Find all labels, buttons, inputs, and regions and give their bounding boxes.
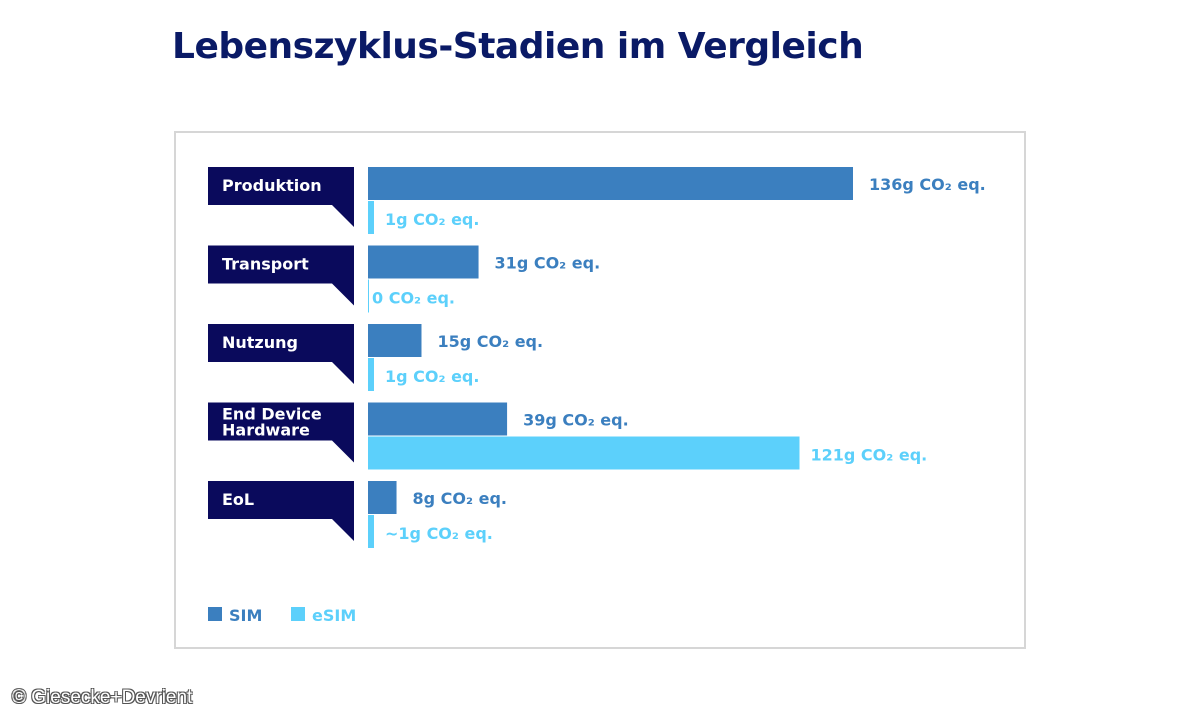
esim-bar bbox=[368, 358, 374, 391]
esim-bar bbox=[368, 279, 369, 313]
sim-value-label: 39g CO₂ eq. bbox=[523, 411, 629, 430]
sim-bar bbox=[368, 245, 479, 279]
sim-value-label: 31g CO₂ eq. bbox=[495, 254, 601, 273]
esim-value-label: ~1g CO₂ eq. bbox=[385, 524, 493, 543]
stage-label-box bbox=[208, 481, 354, 541]
chart-frame: Produktion 136g CO₂ eq. 1g CO₂ eq. Transpor… bbox=[174, 131, 1026, 649]
sim-value-label: 15g CO₂ eq. bbox=[437, 332, 543, 351]
sim-value-label: 8g CO₂ eq. bbox=[413, 489, 507, 508]
legend-swatch bbox=[208, 607, 222, 621]
sim-bar bbox=[368, 481, 397, 514]
esim-value-label: 121g CO₂ eq. bbox=[811, 446, 928, 465]
sim-bar bbox=[368, 402, 508, 436]
sim-bar bbox=[368, 324, 422, 357]
esim-value-label: 1g CO₂ eq. bbox=[385, 210, 479, 229]
esim-bar bbox=[368, 436, 800, 470]
stage-label-box bbox=[208, 245, 354, 306]
stage-label: Transport bbox=[222, 255, 309, 274]
stage-label-box bbox=[208, 324, 354, 384]
stage-label-box bbox=[208, 167, 354, 227]
stage-label: Nutzung bbox=[222, 333, 298, 352]
sim-bar bbox=[368, 167, 853, 200]
esim-bar bbox=[368, 515, 374, 548]
legend-label: eSIM bbox=[312, 606, 356, 625]
legend-swatch bbox=[291, 607, 305, 621]
stage-label: EoL bbox=[222, 490, 254, 509]
sim-value-label: 136g CO₂ eq. bbox=[869, 175, 986, 194]
stage-label-box bbox=[208, 402, 354, 463]
stage-label: Produktion bbox=[222, 176, 322, 195]
legend-label: SIM bbox=[229, 606, 262, 625]
copyright-notice: © Giesecke+Devrient bbox=[12, 687, 193, 708]
stage-label: End Device Hardware bbox=[222, 405, 322, 440]
esim-value-label: 1g CO₂ eq. bbox=[385, 367, 479, 386]
esim-value-label: 0 CO₂ eq. bbox=[372, 289, 455, 308]
chart-title: Lebenszyklus-Stadien im Vergleich bbox=[172, 26, 864, 67]
bar-chart: Produktion 136g CO₂ eq. 1g CO₂ eq. Transpor… bbox=[208, 167, 986, 625]
esim-bar bbox=[368, 201, 374, 234]
